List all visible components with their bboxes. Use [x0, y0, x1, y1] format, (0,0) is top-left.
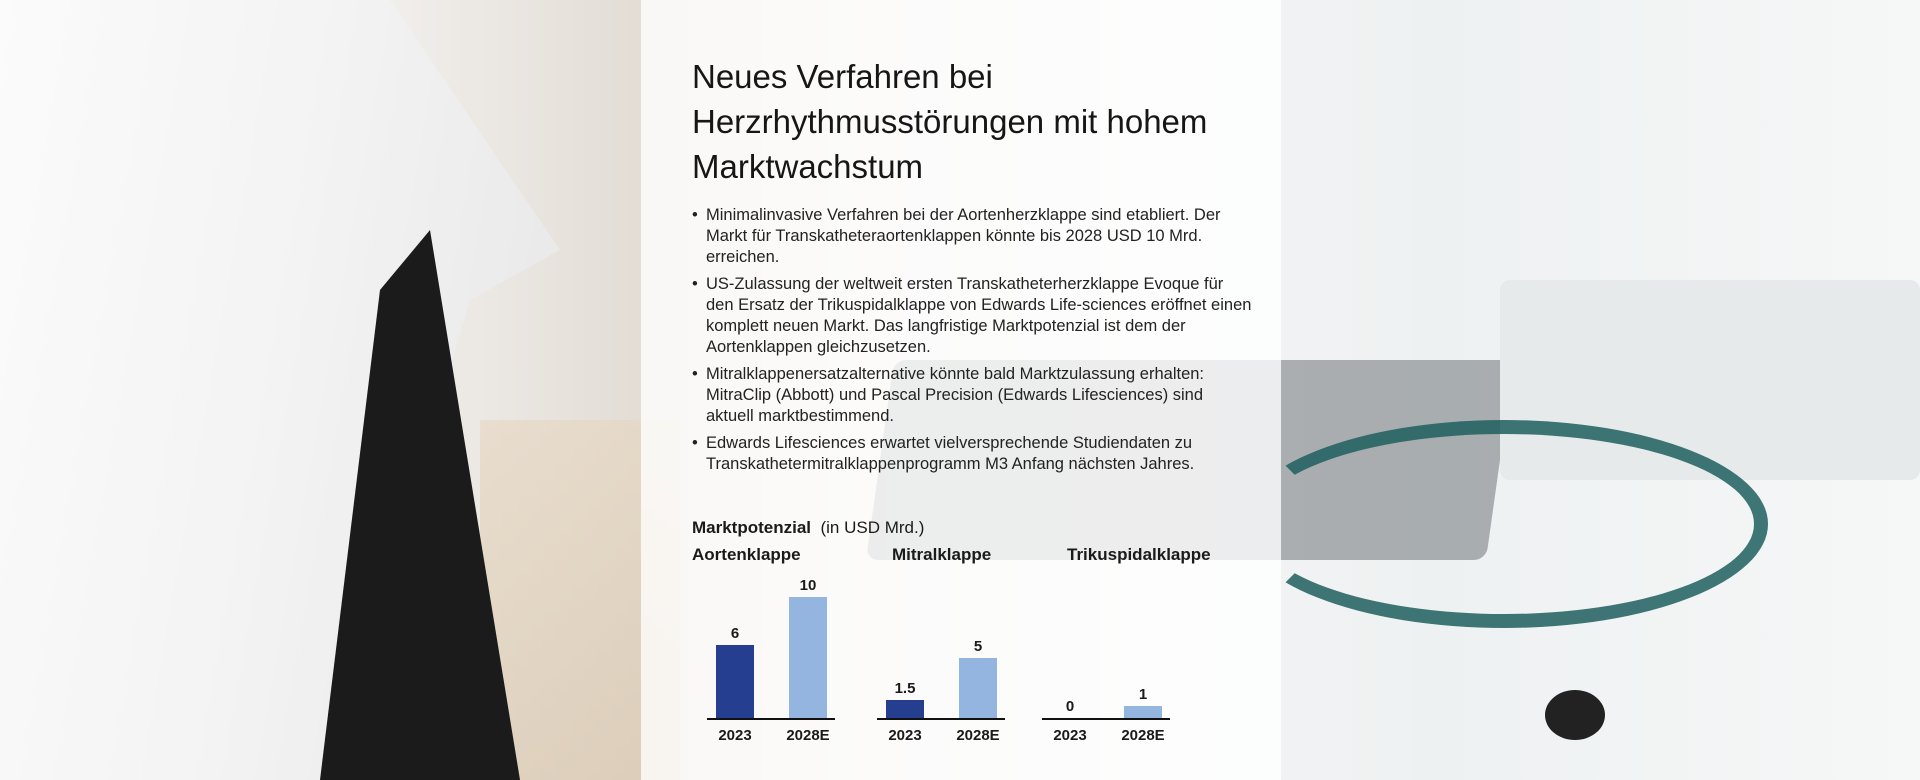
x-tick-label: 2023	[1053, 727, 1087, 744]
bullet-list: • Minimalinvasive Verfahren bei der Aorte…	[692, 205, 1252, 481]
data-label: 5	[973, 637, 983, 655]
bullet-item: • US-Zulassung der weltweit ersten Transk…	[692, 274, 1252, 358]
bullet-item: • Edwards Lifesciences erwartet vielversp…	[692, 433, 1252, 475]
chart-title: Mitralklappe	[892, 545, 992, 564]
data-label: 6	[730, 625, 740, 643]
headline: Neues Verfahren bei Herzrhythmusstörunge…	[692, 58, 1208, 185]
x-axis-line	[707, 718, 835, 720]
x-tick-label: 2028E	[786, 727, 830, 744]
x-tick-label: 2023	[888, 727, 922, 744]
data-label: 0	[1065, 698, 1075, 715]
bar-2023	[716, 645, 754, 718]
x-axis-line	[877, 718, 1005, 720]
bullet-item: • Minimalinvasive Verfahren bei der Aorte…	[692, 205, 1252, 268]
chart-trikuspidalklappe: Trikuspidalklappe 0 2023 1 2028E	[1042, 545, 1237, 755]
data-label: 1.5	[894, 679, 916, 697]
bullet-text: US-Zulassung der weltweit ersten Transka…	[706, 275, 1252, 356]
chart-title: Aortenklappe	[692, 545, 801, 564]
chart-aortenklappe: Aortenklappe 6 2023 10 2028E	[692, 545, 862, 755]
bullet-icon: •	[692, 434, 698, 452]
market-label: Marktpotenzial	[692, 518, 812, 537]
bar-2028E	[959, 657, 997, 718]
bullet-icon: •	[692, 275, 698, 293]
bullet-icon: •	[692, 365, 698, 383]
chart-mitralklappe: Mitralklappe 1.5 2023 5 2028E	[877, 545, 1062, 755]
x-tick-label: 2023	[718, 727, 752, 744]
bullet-text: Edwards Lifesciences erwartet vielverspr…	[706, 434, 1195, 473]
bullet-text: Minimalinvasive Verfahren bei der Aorten…	[706, 206, 1221, 266]
bar-2023	[886, 699, 924, 718]
bullet-text: Mitralklappenersatzalternative könnte ba…	[706, 365, 1205, 425]
bar-2028E	[1124, 705, 1162, 718]
x-tick-label: 2028E	[1121, 727, 1165, 744]
bullet-icon: •	[692, 206, 698, 224]
bullet-item: • Mitralklappenersatzalternative könnte b…	[692, 364, 1252, 427]
data-label: 10	[799, 577, 817, 594]
bar-2028E	[789, 597, 827, 718]
data-label: 1	[1138, 685, 1148, 703]
market-unit: (in USD Mrd.)	[820, 518, 925, 537]
market-potential-heading: Marktpotenzial (in USD Mrd.)	[692, 518, 924, 538]
stethoscope-photo	[1240, 420, 1768, 628]
x-tick-label: 2028E	[956, 727, 1000, 744]
x-axis-line	[1042, 718, 1170, 720]
chart-title: Trikuspidalklappe	[1067, 545, 1211, 564]
stethoscope-earpiece-photo	[1545, 690, 1605, 740]
